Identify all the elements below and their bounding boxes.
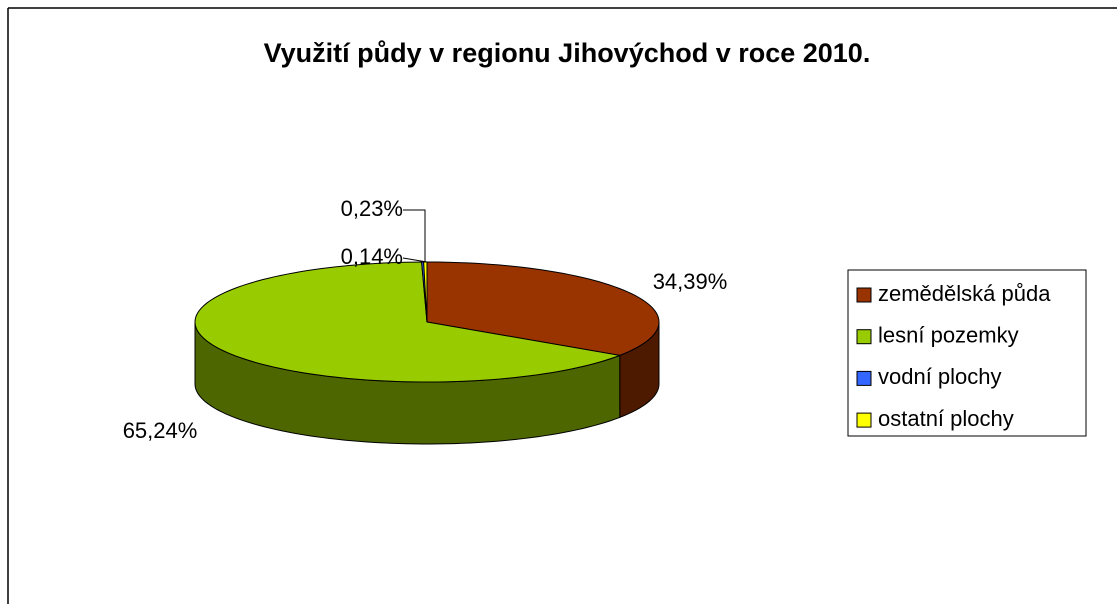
legend-swatch xyxy=(856,412,872,428)
legend-swatch xyxy=(856,370,872,386)
legend-label: lesní pozemky xyxy=(878,323,1019,348)
data-label: 0,14% xyxy=(341,244,403,269)
chart-title: Využití půdy v regionu Jihovýchod v roce… xyxy=(264,38,871,68)
legend-swatch xyxy=(856,329,872,345)
pie-slice xyxy=(194,261,622,383)
data-label: 34,39% xyxy=(653,269,728,294)
legend-label: zemědělská půda xyxy=(878,281,1051,306)
data-label: 65,24% xyxy=(123,418,198,443)
legend-swatch xyxy=(856,287,872,303)
legend-label: vodní plochy xyxy=(878,364,1002,389)
data-label: 0,23% xyxy=(341,196,403,221)
legend xyxy=(847,269,1087,437)
leader-line xyxy=(403,209,426,262)
pie xyxy=(194,261,660,445)
legend-label: ostatní plochy xyxy=(878,406,1014,431)
leader-line xyxy=(402,257,428,263)
